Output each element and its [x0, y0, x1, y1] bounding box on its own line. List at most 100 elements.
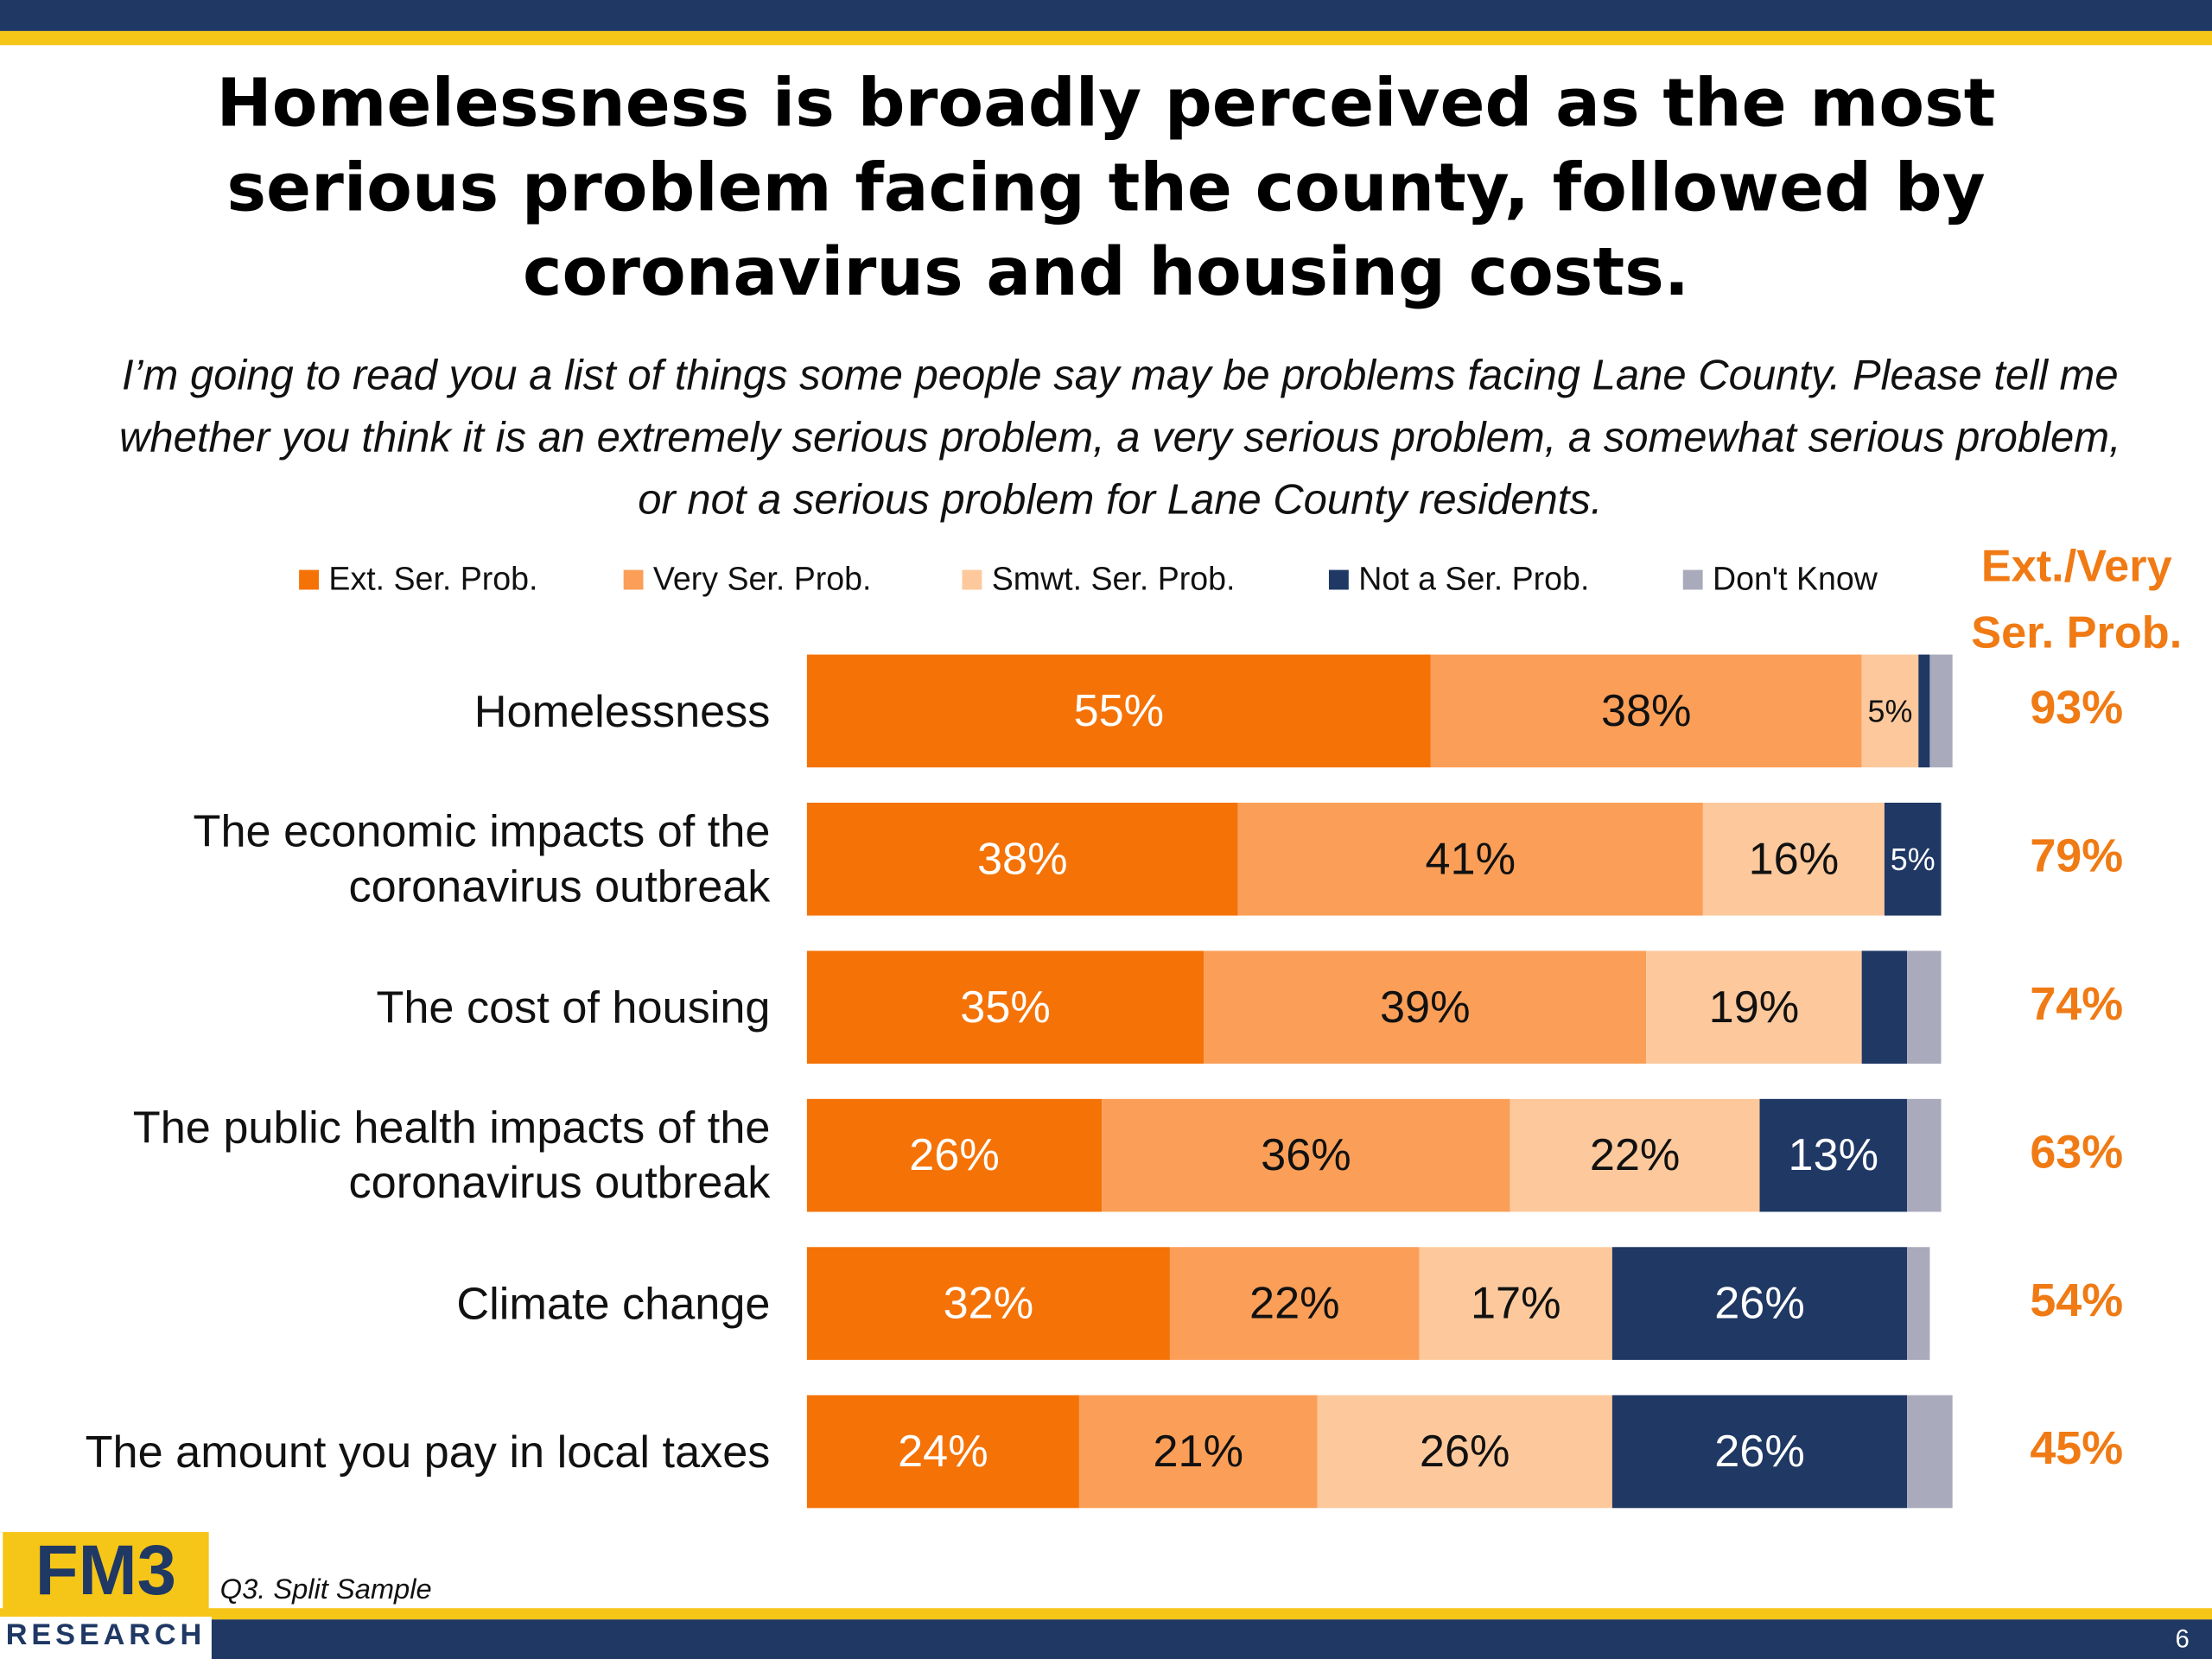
- category-box: The cost of housing: [0, 950, 770, 1064]
- bar-segment: [1169, 1247, 1420, 1360]
- logo: FM3: [35, 1531, 176, 1610]
- bar-segment: [1204, 950, 1647, 1065]
- value-label: 26%: [1714, 1427, 1805, 1477]
- bar-segment: [1317, 1395, 1612, 1509]
- value-label: 21%: [1153, 1427, 1243, 1477]
- top-stripe: [0, 30, 2212, 46]
- value-label: 36%: [1261, 1130, 1351, 1180]
- net-label: 54%: [2030, 1274, 2123, 1326]
- subtitle-box: I’m going to read you a list of things s…: [118, 353, 2121, 524]
- value-label: 5%: [1891, 842, 1936, 877]
- net-label: 45%: [2030, 1422, 2123, 1474]
- chart-subtitle: I’m going to read you a list of things s…: [118, 353, 2121, 524]
- bar-segment: [1884, 802, 1942, 916]
- bar-segment: [1510, 1098, 1760, 1212]
- logo-sub: RESEARCH: [6, 1618, 206, 1651]
- bar-segment: [1078, 1395, 1318, 1509]
- category-label: Homelessness: [474, 684, 771, 736]
- bar-segment: [806, 1247, 1170, 1360]
- bar-segment: [1918, 654, 1930, 768]
- net-label: 63%: [2030, 1126, 2123, 1178]
- category-box: The economic impacts of the coronavirus …: [0, 803, 771, 916]
- bottom-stripe: [0, 1608, 2212, 1620]
- value-label: 41%: [1426, 834, 1516, 884]
- category-box: Climate change: [0, 1247, 770, 1360]
- top-band: [0, 0, 2212, 31]
- bar-segment: [1611, 1395, 1908, 1509]
- bar-segment: [806, 1395, 1079, 1509]
- category-wrap: The cost of housing: [0, 950, 770, 1064]
- bar-segment: [1419, 1247, 1612, 1360]
- chart-title: Homelessness is broadly perceived as the…: [216, 65, 1996, 312]
- value-label: 55%: [1074, 686, 1165, 736]
- bar-segment: [806, 802, 1238, 916]
- category-wrap: The economic impacts of the coronavirus …: [0, 803, 771, 916]
- net-header: Ext./Very Ser. Prob.: [1971, 540, 2183, 658]
- value-label: 26%: [1420, 1427, 1510, 1477]
- net-label: 93%: [2030, 682, 2123, 734]
- value-label: 26%: [909, 1130, 1000, 1180]
- bar-segment: [1929, 654, 1953, 768]
- legend-label: Smwt. Ser. Prob.: [992, 561, 1236, 597]
- value-label: 17%: [1471, 1279, 1561, 1329]
- legend-swatch: [1682, 569, 1703, 590]
- value-label: 39%: [1380, 982, 1471, 1033]
- net-header-box: Ext./Very Ser. Prob.: [1971, 540, 2183, 658]
- bar-segment: [1907, 1395, 1953, 1509]
- bar-segment: [1861, 950, 1908, 1065]
- legend-swatch: [623, 569, 644, 590]
- category-box: The amount you pay in local taxes: [0, 1395, 771, 1509]
- category-label: Climate change: [456, 1277, 771, 1329]
- note: Q3. Split Sample: [220, 1573, 432, 1605]
- page-number: 6: [2176, 1625, 2190, 1654]
- legend-label: Very Ser. Prob.: [653, 561, 872, 597]
- bar-segment: [1759, 1098, 1908, 1212]
- value-label: 22%: [1590, 1130, 1681, 1180]
- value-label: 13%: [1789, 1130, 1879, 1180]
- bar-segment: [1907, 1098, 1942, 1212]
- bar-segment: [1861, 654, 1919, 768]
- net-label: 79%: [2030, 830, 2123, 882]
- category-wrap: Homelessness: [0, 655, 771, 768]
- category-wrap: The amount you pay in local taxes: [0, 1395, 771, 1509]
- bar-segment: [1907, 1247, 1930, 1360]
- net-label: 74%: [2030, 978, 2123, 1030]
- value-label: 5%: [1868, 694, 1913, 729]
- value-label: 19%: [1709, 982, 1800, 1033]
- value-label: 38%: [977, 834, 1068, 884]
- legend-swatch: [299, 569, 319, 590]
- bar-segment: [806, 654, 1431, 768]
- legend-swatch: [962, 569, 982, 590]
- value-label: 38%: [1601, 686, 1692, 736]
- category-box: Homelessness: [0, 655, 771, 768]
- legend-label: Ext. Ser. Prob.: [328, 561, 537, 597]
- title-box: Homelessness is broadly perceived as the…: [216, 65, 1996, 312]
- legend-swatch: [1328, 569, 1349, 590]
- value-label: 24%: [898, 1427, 988, 1477]
- legend-label: Don't Know: [1713, 561, 1878, 597]
- bar-segment: [1646, 950, 1862, 1065]
- bar-segment: [1611, 1247, 1908, 1360]
- category-wrap: The public health impacts of the coronav…: [0, 1099, 771, 1212]
- bottom-band: [0, 1619, 2212, 1659]
- category-wrap: Climate change: [0, 1247, 770, 1360]
- value-label: 32%: [944, 1279, 1034, 1329]
- category-label: The amount you pay in local taxes: [85, 1425, 771, 1477]
- logo-box: [3, 1532, 209, 1614]
- value-label: 22%: [1249, 1279, 1340, 1329]
- value-label: 35%: [960, 982, 1051, 1033]
- bar-segment: [1237, 802, 1703, 916]
- category-label: The public health impacts of the coronav…: [132, 1102, 771, 1208]
- value-label: 16%: [1749, 834, 1840, 884]
- bar-segment: [1702, 802, 1885, 916]
- category-box: The public health impacts of the coronav…: [0, 1099, 771, 1212]
- bar-segment: [1430, 654, 1862, 768]
- bar-segment: [806, 1098, 1103, 1212]
- category-label: The cost of housing: [376, 981, 771, 1033]
- value-label: 26%: [1714, 1279, 1805, 1329]
- category-label: The economic impacts of the coronavirus …: [193, 805, 771, 912]
- bar-segment: [806, 950, 1205, 1065]
- bar-segment: [1102, 1098, 1510, 1212]
- bar-segment: [1907, 950, 1942, 1065]
